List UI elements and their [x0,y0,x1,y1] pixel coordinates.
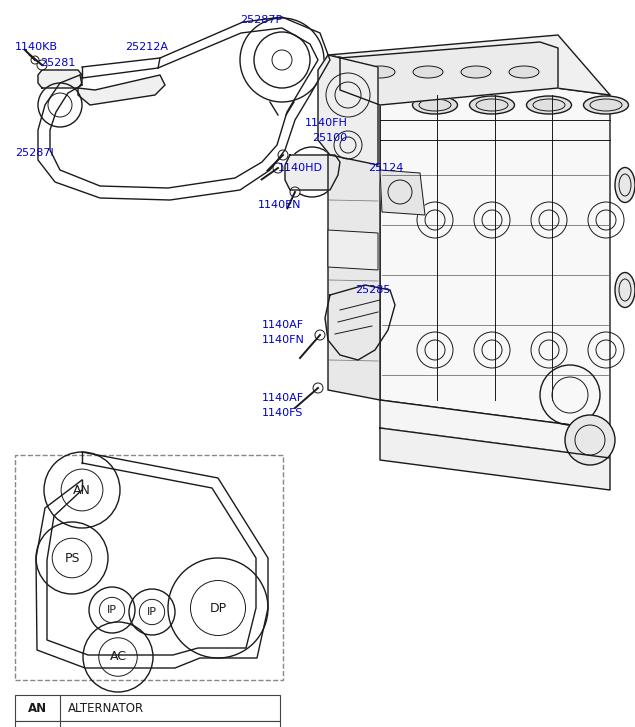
Ellipse shape [413,66,443,78]
Circle shape [37,60,47,70]
Polygon shape [318,55,378,165]
Text: 25287I: 25287I [15,148,54,158]
Polygon shape [340,42,558,105]
Circle shape [315,330,325,340]
Text: 1140AF: 1140AF [262,393,304,403]
Text: 25212A: 25212A [125,42,168,52]
Text: ALTERNATOR: ALTERNATOR [68,702,144,715]
Ellipse shape [526,96,572,114]
Text: 25124: 25124 [368,163,403,173]
Polygon shape [380,65,610,430]
Text: 25281: 25281 [40,58,76,68]
Bar [15,721,280,727]
Polygon shape [38,70,82,88]
Circle shape [278,150,288,160]
Text: 1140AF: 1140AF [262,320,304,330]
Text: 25285: 25285 [355,285,391,295]
Text: DP: DP [210,601,227,614]
Ellipse shape [509,66,539,78]
Ellipse shape [615,167,635,203]
Ellipse shape [413,96,457,114]
Polygon shape [328,55,380,400]
Circle shape [31,56,39,64]
Circle shape [290,187,300,197]
Circle shape [313,383,323,393]
Ellipse shape [615,273,635,308]
Ellipse shape [461,66,491,78]
Polygon shape [328,35,610,95]
Polygon shape [285,155,340,190]
Text: AN: AN [73,483,91,497]
Ellipse shape [584,96,629,114]
Circle shape [273,163,283,173]
Bar [15,695,280,721]
Text: 1140FS: 1140FS [262,408,304,418]
Polygon shape [325,285,395,360]
Text: PS: PS [64,552,80,564]
Text: 1140FN: 1140FN [262,335,305,345]
Text: AC: AC [109,651,126,664]
Polygon shape [380,170,425,215]
Text: 25287P: 25287P [240,15,282,25]
Bar [15,455,283,680]
Polygon shape [78,75,165,105]
Text: 1140HD: 1140HD [278,163,323,173]
Polygon shape [380,400,610,458]
Text: 1140EN: 1140EN [258,200,302,210]
Text: 25100: 25100 [312,133,347,143]
Text: 1140KB: 1140KB [15,42,58,52]
Text: IP: IP [107,605,117,615]
Text: AN: AN [28,702,47,715]
Text: IP: IP [147,607,157,617]
Circle shape [565,415,615,465]
Ellipse shape [365,66,395,78]
Ellipse shape [469,96,514,114]
Polygon shape [328,230,378,270]
Polygon shape [380,428,610,490]
Ellipse shape [361,169,423,212]
Text: 1140FH: 1140FH [305,118,348,128]
